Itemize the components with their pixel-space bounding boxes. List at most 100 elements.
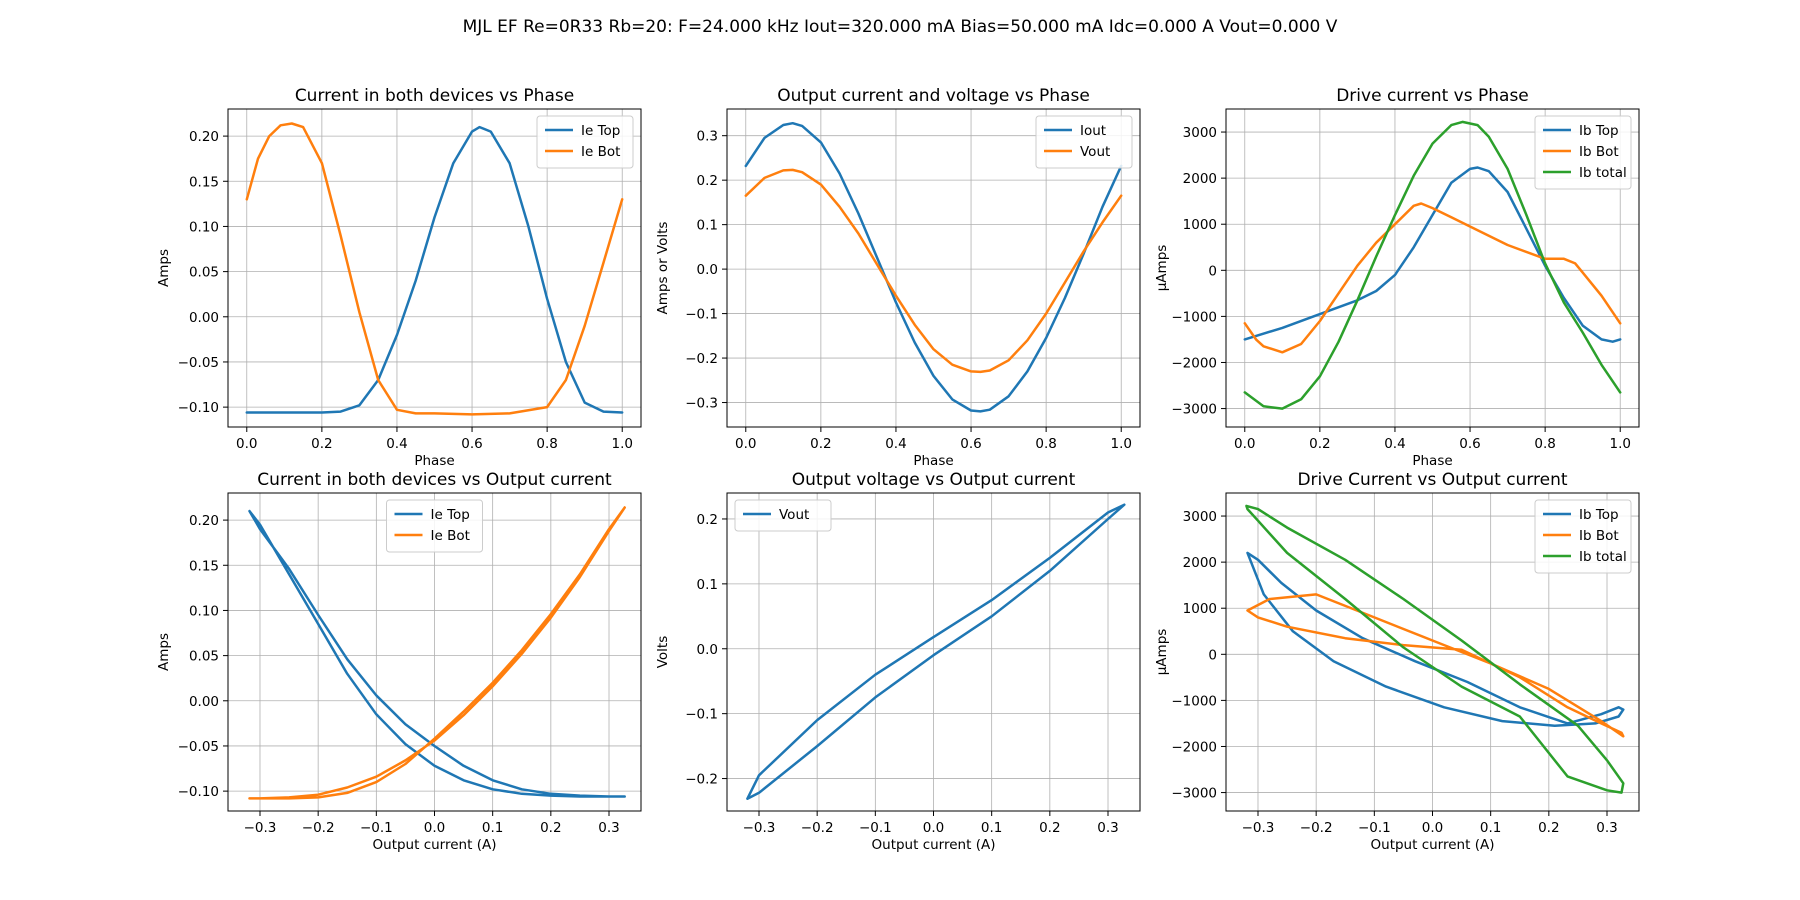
x-tick-label: 0.3 bbox=[1097, 820, 1118, 836]
legend: Ie Top Ie Bot bbox=[536, 115, 634, 169]
x-tick-label: 0.3 bbox=[1596, 820, 1617, 836]
y-tick-label: −0.2 bbox=[685, 351, 718, 367]
x-tick-label: 0.2 bbox=[311, 436, 332, 452]
y-tick-label: 0.0 bbox=[697, 642, 718, 658]
y-tick-label: 0.00 bbox=[189, 694, 219, 710]
x-tick-label: 0.2 bbox=[540, 820, 561, 836]
x-tick-label: 0.0 bbox=[923, 820, 944, 836]
series-line-ie-bot bbox=[248, 506, 626, 800]
x-axis-label: Output current (A) bbox=[1371, 837, 1495, 853]
y-tick-label: 0.10 bbox=[189, 603, 219, 619]
subplot-6: −0.3 −0.2 −0.1 0.0 0.1 0.2 0.3 −3000 −2000 −1000 0… bbox=[1154, 470, 1640, 853]
series-line-iout bbox=[744, 121, 1123, 413]
series-line-ib-total bbox=[1243, 120, 1622, 410]
x-tick-label: 0.2 bbox=[1538, 820, 1559, 836]
y-tick-label: −3000 bbox=[1171, 402, 1217, 418]
y-tick-label: −0.10 bbox=[178, 400, 219, 416]
x-axis-label: Phase bbox=[1412, 453, 1452, 469]
x-tick-label: 0.2 bbox=[1309, 436, 1330, 452]
x-tick-label: 0.1 bbox=[981, 820, 1002, 836]
grid-lines bbox=[1226, 493, 1639, 811]
legend-label: Ie Top bbox=[581, 123, 620, 139]
y-tick-label: 0.20 bbox=[189, 129, 219, 145]
legend-label: Vout bbox=[779, 507, 809, 523]
y-axis-label: µAmps bbox=[1154, 629, 1170, 676]
y-tick-label: 0 bbox=[1208, 263, 1217, 279]
x-tick-label: 0.2 bbox=[810, 436, 831, 452]
y-tick-label: 0.05 bbox=[189, 649, 219, 665]
axes-frame bbox=[227, 108, 642, 428]
series-lines bbox=[248, 506, 626, 800]
x-tick-label: 0.1 bbox=[482, 820, 503, 836]
y-tick-label: 0 bbox=[1208, 647, 1217, 663]
y-axis-label: Volts bbox=[655, 636, 671, 669]
legend: Ib Top Ib Bot Ib total bbox=[1534, 499, 1632, 574]
x-tick-label: 1.0 bbox=[611, 436, 632, 452]
figure-suptitle: MJL EF Re=0R33 Rb=20: F=24.000 kHz Iout=… bbox=[463, 17, 1338, 37]
y-tick-label: −0.1 bbox=[685, 307, 718, 323]
y-tick-label: 0.20 bbox=[189, 513, 219, 529]
legend-label: Ie Top bbox=[431, 507, 470, 523]
y-tick-label: −0.10 bbox=[178, 784, 219, 800]
y-tick-label: −0.1 bbox=[685, 707, 718, 723]
series-line-vout bbox=[744, 168, 1123, 374]
y-tick-label: 1000 bbox=[1183, 601, 1217, 617]
x-tick-label: 0.0 bbox=[236, 436, 257, 452]
x-tick-label: −0.1 bbox=[859, 820, 892, 836]
x-tick-label: 0.3 bbox=[598, 820, 619, 836]
x-tick-label: 1.0 bbox=[1609, 436, 1630, 452]
x-tick-label: 0.0 bbox=[424, 820, 445, 836]
y-tick-label: 1000 bbox=[1183, 217, 1217, 233]
x-axis-label: Output current (A) bbox=[872, 837, 996, 853]
legend: Vout bbox=[734, 499, 832, 532]
y-tick-label: 0.0 bbox=[697, 262, 718, 278]
x-tick-label: 0.4 bbox=[885, 436, 906, 452]
y-tick-label: 3000 bbox=[1183, 125, 1217, 141]
y-tick-label: −0.3 bbox=[685, 396, 718, 412]
subplot-grid: 0.0 0.2 0.4 0.6 0.8 1.0−0.10−0.050.000.050.10… bbox=[156, 86, 1640, 853]
axes-frame bbox=[726, 108, 1141, 428]
series-line-ie-top bbox=[248, 509, 626, 798]
x-tick-label: 0.8 bbox=[536, 436, 557, 452]
x-tick-label: 0.0 bbox=[1422, 820, 1443, 836]
x-tick-label: 0.2 bbox=[1039, 820, 1060, 836]
x-tick-label: 0.0 bbox=[735, 436, 756, 452]
y-tick-label: 0.05 bbox=[189, 265, 219, 281]
series-lines bbox=[1245, 504, 1625, 794]
x-tick-label: 0.6 bbox=[1459, 436, 1480, 452]
x-tick-label: 0.1 bbox=[1480, 820, 1501, 836]
series-lines bbox=[245, 122, 624, 416]
subplot-title: Drive current vs Phase bbox=[1336, 86, 1529, 106]
legend: Ie Top Ie Bot bbox=[386, 499, 483, 553]
x-tick-label: 0.8 bbox=[1534, 436, 1555, 452]
subplot-title: Current in both devices vs Phase bbox=[295, 86, 574, 106]
subplot-title: Current in both devices vs Output curren… bbox=[257, 470, 612, 490]
y-tick-label: −3000 bbox=[1171, 786, 1217, 802]
x-tick-label: −0.2 bbox=[801, 820, 834, 836]
series-line-vout bbox=[746, 503, 1126, 800]
y-tick-label: −0.05 bbox=[178, 739, 219, 755]
series-line-ie-top bbox=[245, 125, 624, 414]
y-axis-label: µAmps bbox=[1154, 245, 1170, 292]
y-tick-label: 0.15 bbox=[189, 174, 219, 190]
y-tick-label: −0.05 bbox=[178, 355, 219, 371]
subplot-title: Output current and voltage vs Phase bbox=[777, 86, 1090, 106]
x-tick-label: −0.1 bbox=[1358, 820, 1391, 836]
x-tick-label: 0.8 bbox=[1035, 436, 1056, 452]
x-tick-label: 0.4 bbox=[1384, 436, 1405, 452]
legend-label: Ib Bot bbox=[1579, 144, 1619, 160]
grid-lines bbox=[228, 493, 641, 811]
y-tick-label: 0.1 bbox=[697, 577, 718, 593]
legend: Iout Vout bbox=[1035, 115, 1133, 169]
legend-label: Vout bbox=[1080, 144, 1110, 160]
x-axis-label: Phase bbox=[414, 453, 454, 469]
subplot-title: Drive Current vs Output current bbox=[1297, 470, 1567, 490]
y-tick-label: 2000 bbox=[1183, 555, 1217, 571]
legend-label: Ib Top bbox=[1579, 507, 1619, 523]
x-tick-label: 0.6 bbox=[960, 436, 981, 452]
x-tick-label: −0.2 bbox=[1300, 820, 1333, 836]
y-tick-label: 0.10 bbox=[189, 219, 219, 235]
y-tick-label: 0.3 bbox=[697, 129, 718, 145]
y-tick-label: −1000 bbox=[1171, 309, 1217, 325]
